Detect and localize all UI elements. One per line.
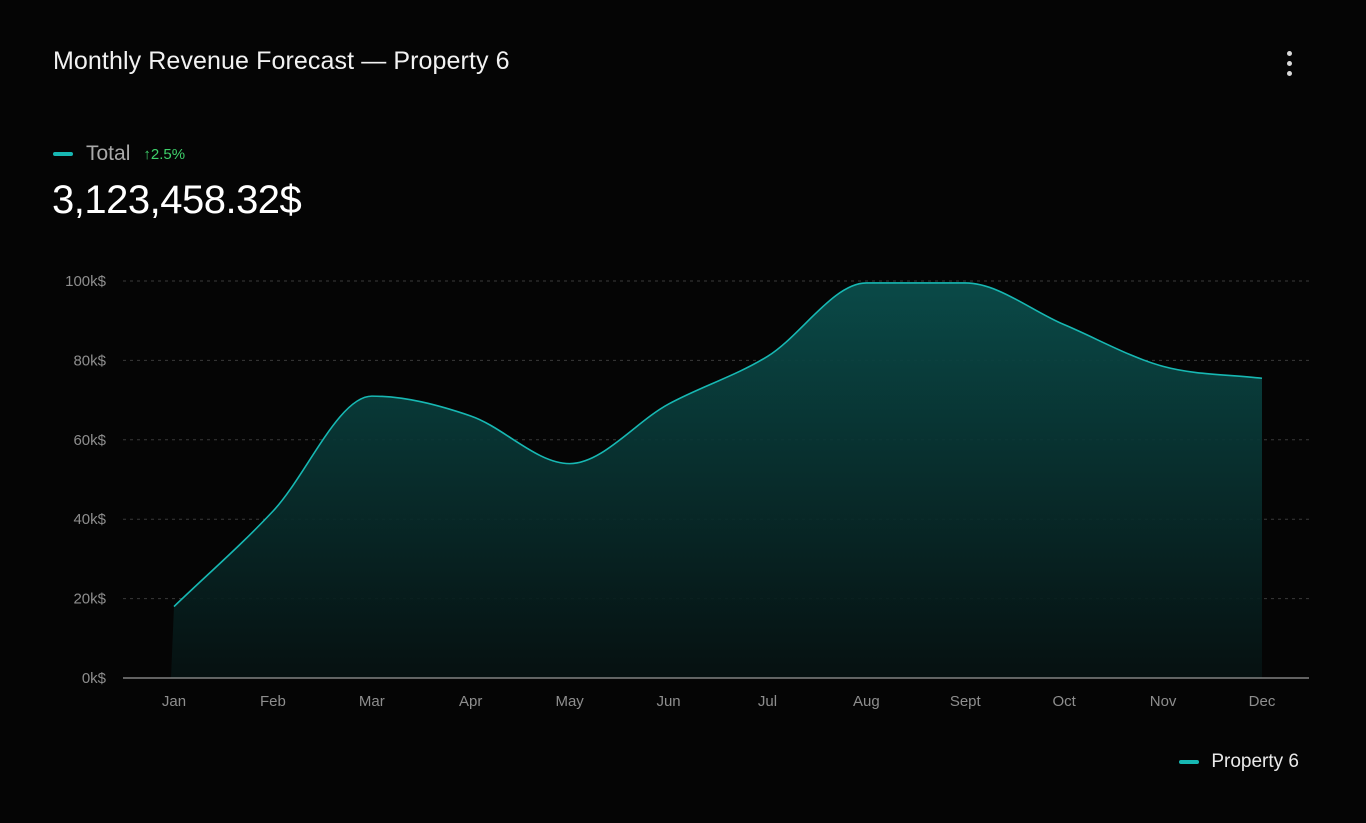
x-tick-label: Dec bbox=[1249, 693, 1276, 710]
x-tick-label: Feb bbox=[260, 693, 286, 710]
x-tick-label: Sept bbox=[950, 693, 982, 710]
x-tick-label: May bbox=[555, 693, 584, 710]
total-swatch bbox=[53, 152, 73, 156]
x-tick-label: Nov bbox=[1150, 693, 1177, 710]
more-options-button[interactable] bbox=[1274, 46, 1304, 80]
y-tick-label: 0k$ bbox=[82, 670, 107, 687]
legend-swatch bbox=[1179, 760, 1200, 764]
x-tick-label: Aug bbox=[853, 693, 880, 710]
change-badge: ↑2.5% bbox=[143, 145, 186, 163]
more-vertical-icon bbox=[1286, 50, 1292, 56]
series-line bbox=[173, 282, 1263, 608]
y-tick-label: 100k$ bbox=[65, 273, 107, 290]
y-tick-label: 80k$ bbox=[73, 352, 106, 369]
x-tick-label: Oct bbox=[1053, 693, 1077, 710]
x-tick-label: Mar bbox=[359, 693, 385, 710]
legend-label: Property 6 bbox=[1211, 751, 1299, 772]
total-summary: Total ↑2.5% bbox=[53, 141, 185, 167]
y-tick-label: 20k$ bbox=[73, 591, 106, 608]
page-title: Monthly Revenue Forecast — Property 6 bbox=[53, 47, 510, 75]
x-tick-label: Jun bbox=[656, 693, 680, 710]
x-tick-label: Apr bbox=[459, 693, 482, 710]
more-vertical-icon-dot bbox=[1286, 70, 1292, 76]
y-tick-label: 60k$ bbox=[73, 432, 106, 449]
total-label: Total bbox=[86, 142, 131, 165]
y-tick-label: 40k$ bbox=[73, 511, 106, 528]
x-tick-label: Jan bbox=[162, 693, 186, 710]
total-value: 3,123,458.32$ bbox=[52, 178, 302, 222]
legend-item-property-6[interactable]: Property 6 bbox=[1179, 749, 1299, 775]
area-fill bbox=[171, 282, 1262, 678]
x-tick-label: Jul bbox=[758, 693, 777, 710]
more-vertical-icon-dot bbox=[1286, 60, 1292, 66]
